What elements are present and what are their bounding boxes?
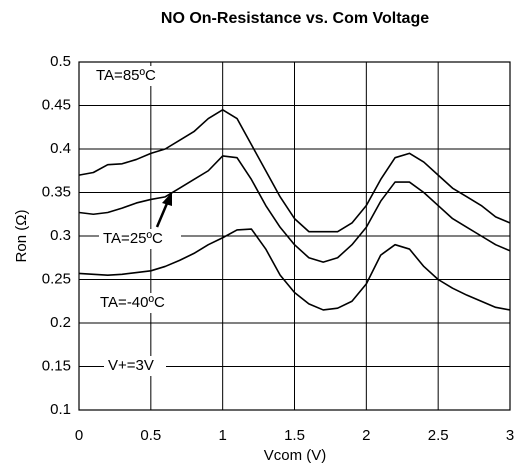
label-background: [104, 356, 166, 376]
label-background: [92, 66, 174, 86]
x-axis-label: Vcom (V): [264, 447, 327, 464]
x-tick-label: 2: [362, 427, 370, 444]
y-tick-label: 0.15: [42, 357, 71, 374]
x-tick-label: 2.5: [428, 427, 449, 444]
annotation: V+=3V: [108, 357, 154, 374]
y-tick-label: 0.5: [50, 53, 71, 70]
y-tick-label: 0.25: [42, 270, 71, 287]
y-axis-label: Ron (Ω): [13, 210, 30, 263]
series-line: [78, 155, 511, 263]
x-tick-label: 0: [75, 427, 83, 444]
label-background: [99, 229, 181, 249]
plot-frame: [78, 61, 511, 411]
y-tick-label: 0.3: [50, 227, 71, 244]
y-tick-label: 0.45: [42, 96, 71, 113]
arrow-shaft: [155, 200, 170, 228]
chart-title: NO On-Resistance vs. Com Voltage: [161, 10, 429, 27]
series-line: [78, 109, 511, 233]
x-tick-label: 1.5: [284, 427, 305, 444]
series-line: [78, 228, 511, 311]
y-tick-label: 0.35: [42, 183, 71, 200]
series-label: TA=-40ºC: [100, 294, 165, 311]
y-tick-label: 0.1: [50, 401, 71, 418]
series-label: TA=25ºC: [103, 230, 163, 247]
y-tick-label: 0.2: [50, 314, 71, 331]
arrow-head: [162, 192, 172, 206]
series-label: TA=85ºC: [96, 67, 156, 84]
x-tick-label: 3: [506, 427, 514, 444]
y-tick-label: 0.4: [50, 140, 71, 157]
x-tick-label: 0.5: [140, 427, 161, 444]
x-tick-label: 1: [218, 427, 226, 444]
label-background: [96, 293, 184, 313]
